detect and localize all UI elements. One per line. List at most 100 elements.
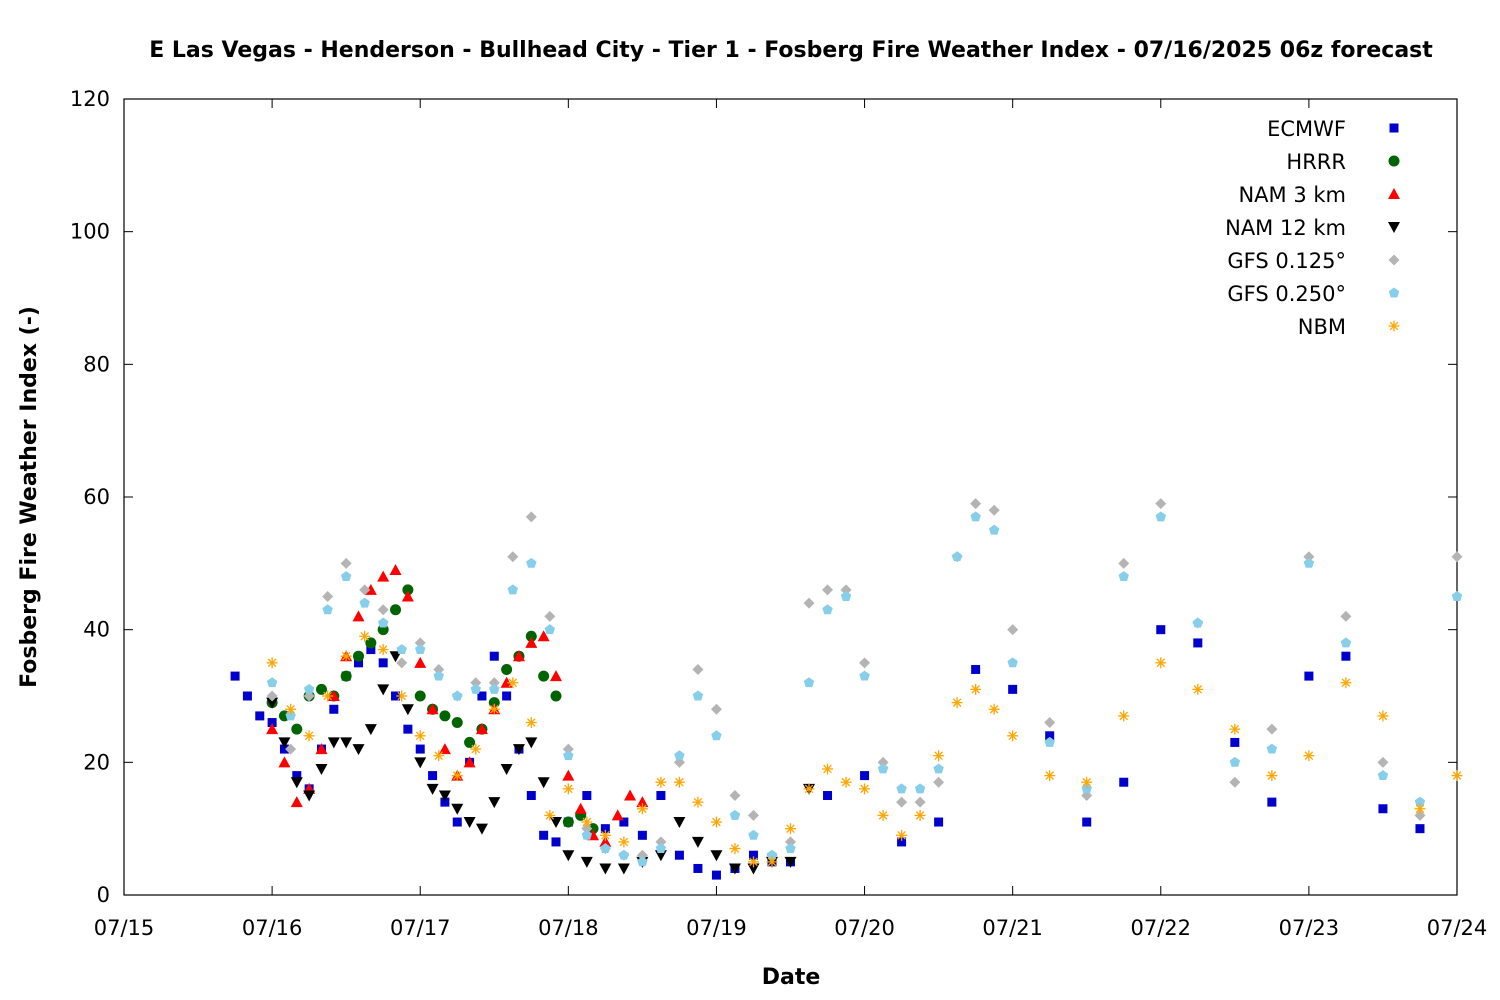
nam-3-km-point bbox=[525, 636, 538, 648]
gfs-0-250-point bbox=[544, 624, 556, 635]
ecmwf-point bbox=[551, 837, 561, 847]
nam-3-km-point bbox=[438, 743, 451, 755]
gfs-0-125-point bbox=[266, 690, 278, 702]
nbm-point bbox=[877, 809, 889, 821]
hrrr-point bbox=[562, 816, 574, 828]
gfs-0-250-point bbox=[711, 730, 722, 741]
nbm-point bbox=[377, 644, 389, 656]
ecmwf-point bbox=[934, 817, 944, 827]
nam-12-km-point bbox=[580, 856, 593, 868]
nam-3-km-point bbox=[377, 570, 390, 582]
nbm-point bbox=[692, 796, 704, 808]
gfs-0-125-point bbox=[1118, 557, 1130, 569]
nbm-point bbox=[988, 703, 1000, 715]
gfs-0-125-point bbox=[1044, 717, 1056, 729]
gfs-0-125-point bbox=[396, 657, 408, 669]
nam-12-km-point bbox=[500, 763, 513, 775]
nam-12-km-point bbox=[784, 856, 797, 868]
gfs-0-250-point bbox=[1155, 511, 1167, 522]
gfs-0-250-point bbox=[1007, 657, 1018, 668]
hrrr-point bbox=[439, 710, 451, 722]
nbm-point bbox=[544, 809, 556, 821]
nam-12-km-point bbox=[617, 863, 630, 875]
nbm-point bbox=[507, 677, 519, 689]
gfs-0-250-point bbox=[414, 644, 426, 655]
nam-12-km-point bbox=[364, 724, 377, 736]
nam-3-km-point bbox=[549, 670, 562, 682]
gfs-0-125-point bbox=[840, 584, 852, 596]
ecmwf-point bbox=[656, 791, 666, 800]
ecmwf-point bbox=[582, 791, 592, 800]
nbm-point bbox=[859, 783, 871, 795]
gfs-0-125-point bbox=[914, 796, 926, 808]
legend-marker-gfs-0-125 bbox=[1388, 254, 1400, 266]
gfs-0-250-point bbox=[507, 584, 519, 595]
nam-12-km-point bbox=[488, 797, 501, 809]
nbm-point bbox=[599, 829, 611, 841]
nam-3-km-point bbox=[475, 723, 488, 735]
gfs-0-125-point bbox=[655, 836, 667, 848]
ecmwf-point bbox=[403, 724, 413, 734]
nbm-point bbox=[729, 843, 741, 855]
gfs-0-250-point bbox=[618, 849, 630, 860]
gfs-0-250-point bbox=[489, 683, 500, 694]
nbm-point bbox=[840, 776, 852, 788]
gfs-0-250-point bbox=[266, 677, 278, 688]
legend-marker-ecmwf bbox=[1389, 123, 1399, 133]
ecmwf-point bbox=[1119, 777, 1129, 787]
nam-3-km-point bbox=[278, 756, 291, 768]
gfs-0-125-point bbox=[1155, 498, 1167, 510]
ecmwf-point bbox=[897, 837, 907, 847]
nbm-point bbox=[562, 783, 574, 795]
hrrr-point bbox=[550, 690, 562, 702]
gfs-0-250-point bbox=[322, 604, 333, 615]
nam-3-km-point bbox=[414, 656, 427, 668]
nam-12-km-point bbox=[327, 737, 340, 749]
ecmwf-point bbox=[1008, 684, 1018, 694]
nbm-point bbox=[1007, 730, 1019, 742]
nam-12-km-point bbox=[463, 817, 476, 829]
nam-12-km-point bbox=[438, 790, 451, 802]
nam-3-km-point bbox=[512, 650, 525, 662]
gfs-0-250-point bbox=[1303, 557, 1315, 568]
y-tick-label: 40 bbox=[83, 618, 110, 642]
x-tick-label: 07/16 bbox=[242, 916, 303, 940]
gfs-0-125-point bbox=[747, 809, 759, 821]
legend-label: NBM bbox=[1298, 315, 1346, 339]
y-tick-label: 80 bbox=[83, 352, 110, 376]
nbm-point bbox=[914, 809, 926, 821]
nam-12-km-point bbox=[691, 836, 704, 848]
ecmwf-point bbox=[1156, 625, 1166, 635]
nam-12-km-point bbox=[728, 863, 741, 875]
ecmwf-point bbox=[292, 771, 302, 781]
gfs-0-250-point bbox=[303, 683, 315, 694]
nbm-point bbox=[1451, 770, 1463, 782]
ecmwf-point bbox=[1045, 731, 1055, 741]
nbm-point bbox=[896, 829, 908, 841]
gfs-0-125-point bbox=[896, 796, 908, 808]
gfs-0-250-point bbox=[1266, 743, 1278, 754]
nam-12-km-point bbox=[266, 697, 279, 709]
ecmwf-point bbox=[391, 691, 401, 701]
nbm-point bbox=[970, 683, 982, 695]
hrrr-point bbox=[501, 663, 513, 675]
hrrr-point bbox=[525, 630, 537, 642]
x-tick-label: 07/22 bbox=[1131, 916, 1192, 940]
ecmwf-point bbox=[329, 704, 339, 714]
nbm-point bbox=[396, 690, 408, 702]
nam-3-km-point bbox=[599, 835, 612, 847]
ecmwf-point bbox=[637, 830, 647, 840]
y-tick-label: 100 bbox=[70, 220, 110, 244]
hrrr-point bbox=[390, 604, 402, 616]
nam-12-km-point bbox=[414, 757, 427, 769]
gfs-0-250-point bbox=[1377, 770, 1389, 781]
ecmwf-point bbox=[1082, 817, 1092, 827]
hrrr-point bbox=[291, 723, 303, 735]
y-tick-label: 20 bbox=[83, 750, 110, 774]
nam-12-km-point bbox=[278, 737, 291, 749]
x-axis-title: Date bbox=[762, 965, 821, 990]
ecmwf-point bbox=[452, 817, 462, 827]
nam-12-km-point bbox=[451, 803, 464, 815]
nbm-point bbox=[470, 743, 482, 755]
ecmwf-point bbox=[502, 691, 512, 701]
